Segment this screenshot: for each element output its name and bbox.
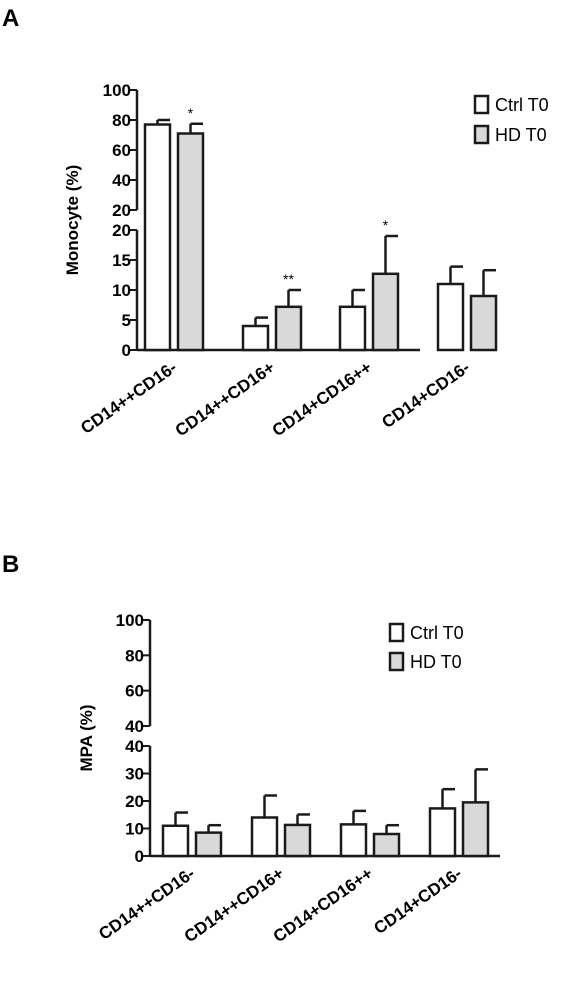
bar-hd [371,272,400,352]
panel-letter-a: A [2,5,19,32]
legend-label: HD T0 [410,652,462,672]
category-label: CD14+CD16++ [269,358,376,441]
y-tick-label: 30 [125,765,144,784]
legend-swatch-ctrl [473,94,490,115]
y-tick-label: 100 [116,611,144,630]
y-tick-label: 80 [112,111,131,130]
bar-hd [283,823,312,858]
bar-ctrl [143,123,172,352]
y-axis-title: Monocyte (%) [63,165,82,276]
bar-hd [461,801,490,858]
bar-ctrl [436,282,465,352]
bar-ctrl [339,823,368,858]
y-tick-label: 100 [103,81,131,100]
y-axis-title: MPA (%) [77,704,96,771]
y-tick-label: 40 [125,737,144,756]
bar-hd [194,831,223,858]
y-tick-label: 15 [112,251,131,270]
panel-letter-b: B [2,551,19,578]
y-tick-label: 20 [112,201,131,220]
y-tick-label: 20 [125,792,144,811]
legend-label: Ctrl T0 [495,95,549,115]
bar-ctrl [338,305,367,352]
y-tick-label: 0 [135,847,144,866]
y-tick-label: 5 [122,311,131,330]
significance-marker: * [188,105,194,121]
category-label: CD14++CD16+ [172,358,279,441]
legend-swatch-ctrl [388,622,405,643]
significance-marker: * [383,217,389,233]
category-label: CD14+CD16++ [270,864,377,947]
bar-hd [469,294,498,352]
legend-label: Ctrl T0 [410,623,464,643]
significance-marker: ** [283,271,294,287]
category-label: CD14++CD16- [77,358,180,438]
legend-swatch-hd [388,651,405,672]
legend-label: HD T0 [495,125,547,145]
y-tick-label: 60 [125,682,144,701]
y-tick-label: 10 [112,281,131,300]
y-tick-label: 60 [112,141,131,160]
bar-ctrl [250,816,279,858]
bar-ctrl [241,324,270,352]
bar-hd [176,132,205,352]
y-tick-label: 40 [125,717,144,736]
legend-swatch-hd [473,124,490,145]
bar-ctrl [161,824,190,858]
y-tick-label: 20 [112,221,131,240]
y-tick-label: 0 [122,341,131,360]
bar-hd [274,305,303,352]
bar-hd [372,832,401,858]
y-tick-label: 40 [112,171,131,190]
category-label: CD14+CD16- [378,358,473,432]
y-tick-label: 80 [125,646,144,665]
category-label: CD14+CD16- [370,864,465,938]
y-tick-label: 10 [125,820,144,839]
bar-ctrl [428,807,457,858]
